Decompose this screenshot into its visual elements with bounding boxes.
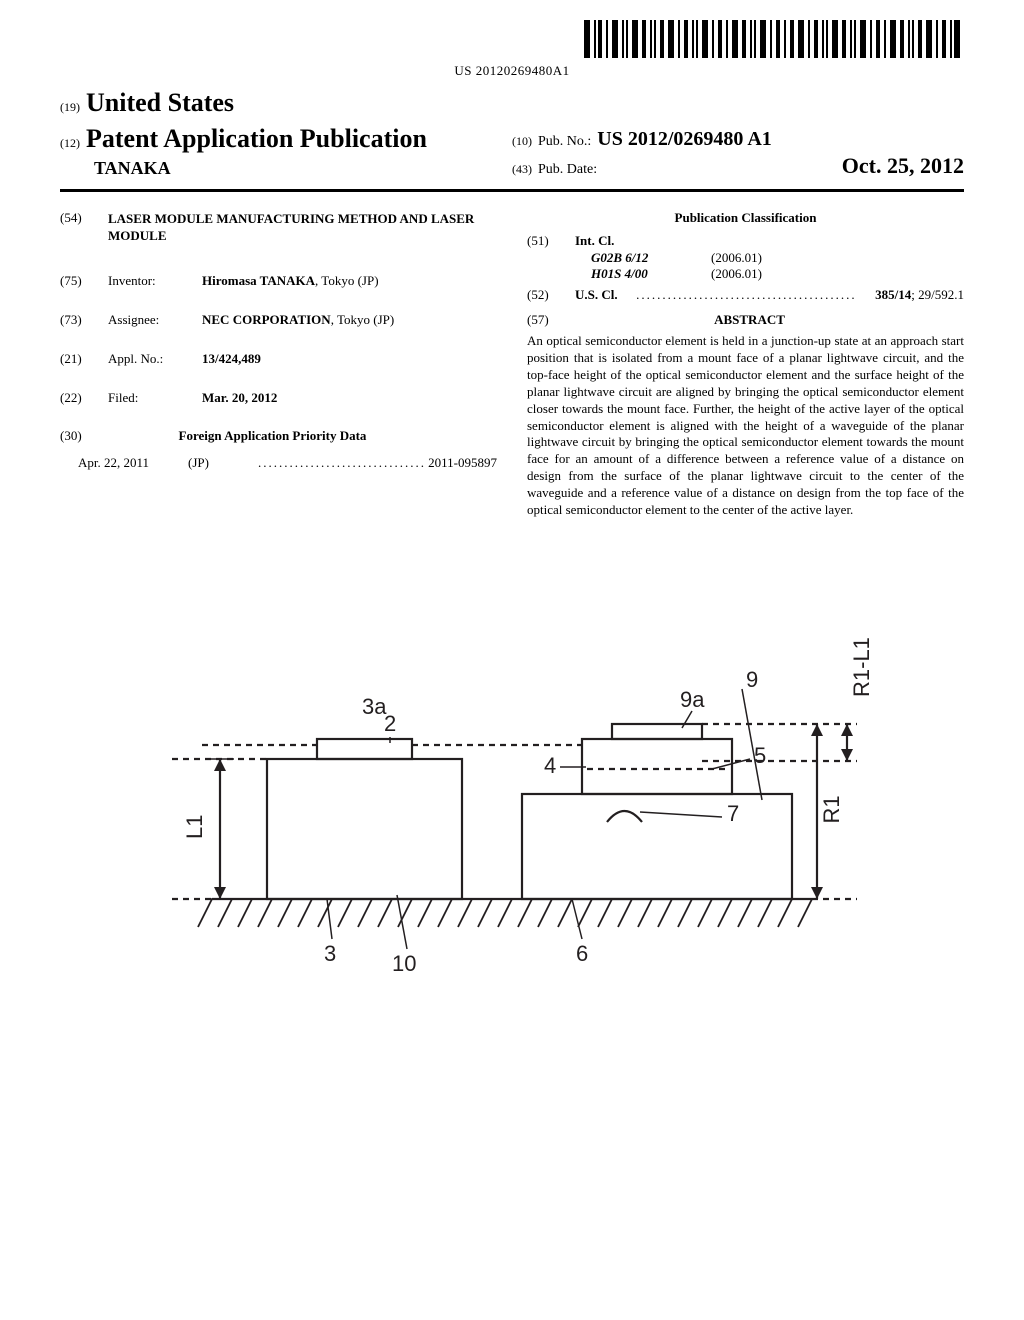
- publication-date: Oct. 25, 2012: [842, 152, 964, 181]
- intcl-code-0: G02B 6/12: [591, 250, 681, 267]
- svg-text:7: 7: [727, 801, 739, 826]
- field-73: (73): [60, 312, 94, 329]
- filed-label: Filed:: [108, 390, 188, 407]
- pubno-label: Pub. No.:: [538, 133, 591, 151]
- assignee-location: , Tokyo (JP): [331, 312, 395, 327]
- intcl-item: H01S 4/00 (2006.01): [591, 266, 762, 283]
- abstract-text: An optical semiconductor element is held…: [527, 333, 964, 519]
- uscl-value: 385/14; 29/592.1: [875, 287, 964, 304]
- intcl-code-1: H01S 4/00: [591, 266, 681, 283]
- field-30: (30): [60, 428, 94, 445]
- inventor-name: Hiromasa TANAKA: [202, 273, 315, 288]
- intcl-label: Int. Cl.: [575, 233, 762, 250]
- classification-heading: Publication Classification: [527, 210, 964, 227]
- priority-date: Apr. 22, 2011: [78, 455, 188, 472]
- patent-header: (19) United States (12) Patent Applicati…: [60, 86, 964, 181]
- assignee-label: Assignee:: [108, 312, 188, 329]
- publication-type: Patent Application Publication: [86, 122, 427, 156]
- priority-title: Foreign Application Priority Data: [108, 428, 497, 445]
- svg-text:R1-L1: R1-L1: [849, 637, 872, 697]
- uscl-primary: 385/14: [875, 287, 911, 302]
- header-rule: [60, 189, 964, 192]
- field-52: (52): [527, 287, 561, 304]
- priority-appno: 2011-095897: [428, 455, 497, 472]
- body-columns: (54) LASER MODULE MANUFACTURING METHOD A…: [60, 210, 964, 519]
- publication-number: US 2012/0269480 A1: [597, 126, 771, 152]
- filed-date: Mar. 20, 2012: [202, 390, 497, 407]
- svg-text:2: 2: [384, 711, 396, 736]
- field-19: (19): [60, 100, 80, 116]
- field-57: (57): [527, 312, 561, 329]
- country-name: United States: [86, 86, 234, 120]
- inventor-label: Inventor:: [108, 273, 188, 290]
- uscl-label: U.S. Cl.: [575, 287, 618, 304]
- intcl-item: G02B 6/12 (2006.01): [591, 250, 762, 267]
- barcode-graphic: [584, 20, 964, 58]
- barcode-block: US 20120269480A1: [60, 20, 964, 80]
- priority-row: Apr. 22, 2011 (JP) .....................…: [78, 455, 497, 472]
- svg-text:6: 6: [576, 941, 588, 966]
- field-51: (51): [527, 233, 561, 284]
- svg-text:9a: 9a: [680, 687, 705, 712]
- field-10: (10): [512, 134, 532, 150]
- intcl-list: G02B 6/12 (2006.01) H01S 4/00 (2006.01): [591, 250, 762, 284]
- abstract-heading: ABSTRACT: [575, 312, 964, 329]
- intcl-year-1: (2006.01): [711, 266, 762, 283]
- svg-text:R1: R1: [819, 795, 844, 823]
- patent-figure: L1R1R1-L13a2459a976310: [60, 569, 964, 989]
- field-54: (54): [60, 210, 94, 245]
- pubdate-label: Pub. Date:: [538, 161, 597, 179]
- right-column: Publication Classification (51) Int. Cl.…: [527, 210, 964, 519]
- assignee-value: NEC CORPORATION, Tokyo (JP): [202, 312, 497, 329]
- intcl-year-0: (2006.01): [711, 250, 762, 267]
- application-number: 13/424,489: [202, 351, 497, 368]
- field-21: (21): [60, 351, 94, 368]
- svg-text:10: 10: [392, 951, 416, 976]
- field-75: (75): [60, 273, 94, 290]
- uscl-secondary: ; 29/592.1: [911, 287, 964, 302]
- svg-text:3: 3: [324, 941, 336, 966]
- uscl-dots: ........................................…: [632, 287, 862, 304]
- assignee-name: NEC CORPORATION: [202, 312, 331, 327]
- field-22: (22): [60, 390, 94, 407]
- priority-dots: ................................: [258, 455, 428, 472]
- author-surname: TANAKA: [94, 157, 171, 180]
- applno-label: Appl. No.:: [108, 351, 188, 368]
- inventor-value: Hiromasa TANAKA, Tokyo (JP): [202, 273, 497, 290]
- field-43: (43): [512, 162, 532, 178]
- filed-value: Mar. 20, 2012: [202, 390, 277, 405]
- svg-text:L1: L1: [182, 814, 207, 838]
- applno-value: 13/424,489: [202, 351, 261, 366]
- inventor-location: , Tokyo (JP): [315, 273, 379, 288]
- left-column: (54) LASER MODULE MANUFACTURING METHOD A…: [60, 210, 497, 519]
- field-12: (12): [60, 136, 80, 152]
- invention-title: LASER MODULE MANUFACTURING METHOD AND LA…: [108, 210, 497, 245]
- priority-country: (JP): [188, 455, 258, 472]
- svg-text:4: 4: [544, 753, 556, 778]
- barcode-text: US 20120269480A1: [60, 63, 964, 80]
- svg-text:9: 9: [746, 667, 758, 692]
